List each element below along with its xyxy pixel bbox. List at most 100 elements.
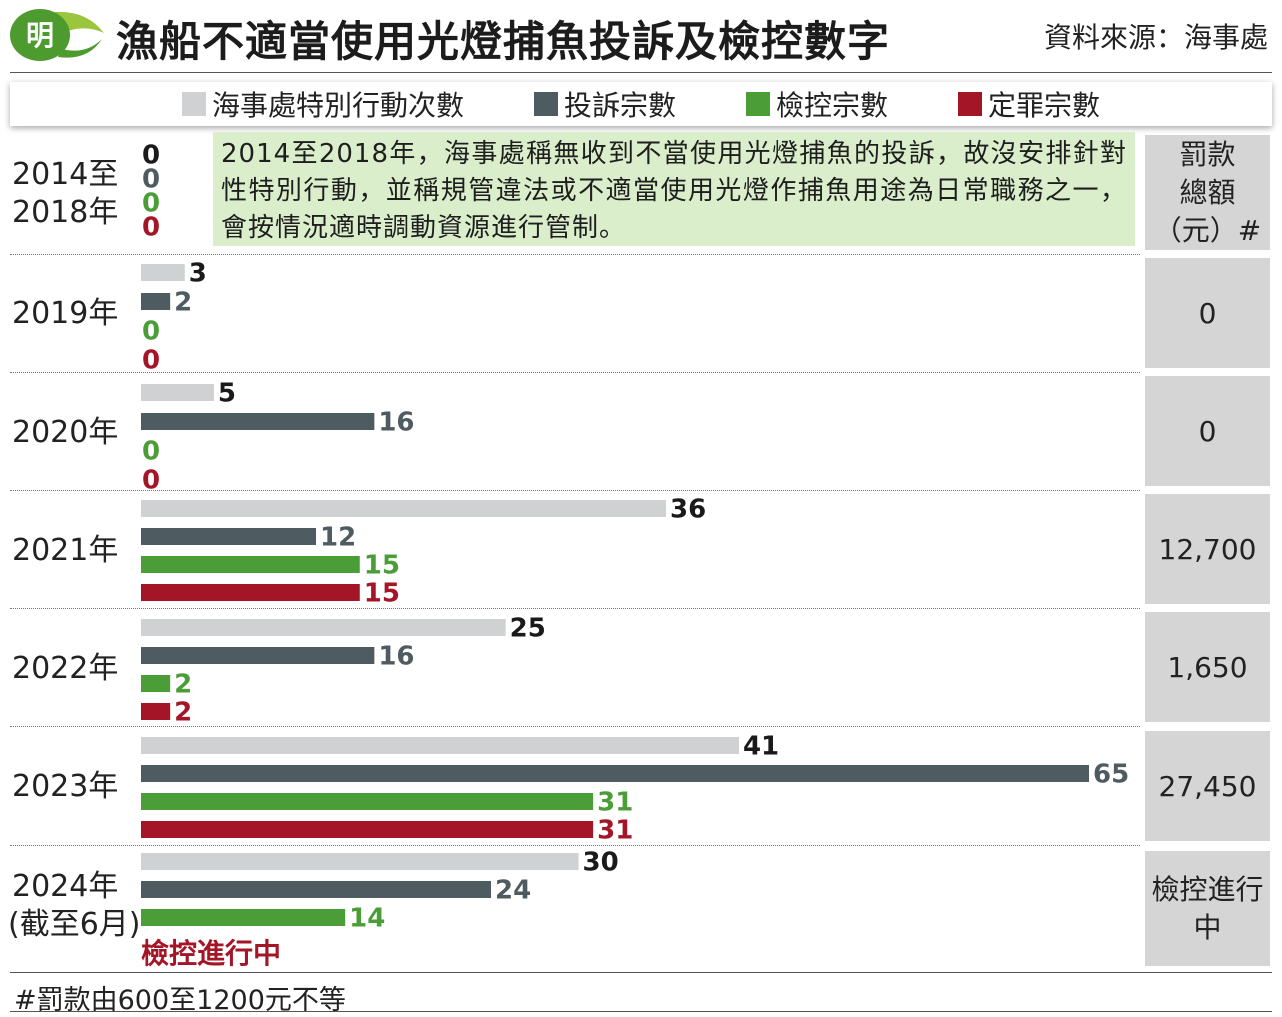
value-label-special-ops-2020: 5 <box>218 379 236 409</box>
row-separator <box>10 490 1140 491</box>
logo-tail <box>58 39 102 58</box>
value-label-prosecutions-2021: 15 <box>364 551 400 581</box>
fine-header-line3: （元）# <box>1153 213 1262 247</box>
value-label-convictions-2020: 0 <box>142 466 160 496</box>
row-separator <box>10 726 1140 727</box>
legend-item-complaints: 投訴宗數 <box>533 84 676 124</box>
legend-swatch-complaints <box>533 92 558 116</box>
fine-cell-2024-text: 檢控進行中 <box>1151 872 1264 944</box>
year-label-2024: 2024年 (截至6月) <box>8 868 141 944</box>
value-label-complaints-2021: 12 <box>320 523 356 553</box>
bar-special-ops-2022 <box>141 619 506 636</box>
value-label-convictions-2023: 31 <box>597 816 633 846</box>
fine-cell-2019: 0 <box>1145 258 1270 368</box>
value-label-complaints-2023: 65 <box>1093 760 1129 790</box>
row-separator <box>10 254 1140 255</box>
bar-complaints-2019 <box>141 293 171 310</box>
bottom-rule-2 <box>10 1011 1272 1012</box>
legend-label-convictions: 定罪宗數 <box>988 89 1101 122</box>
legend-label-complaints: 投訴宗數 <box>563 89 676 122</box>
fine-cell-2020: 0 <box>1145 376 1270 486</box>
fine-cell-2022: 1,650 <box>1145 612 1270 722</box>
year-label-2021: 2021年 <box>12 533 119 568</box>
bar-complaints-2020 <box>141 413 375 430</box>
year-label-2014-2018-line1: 2014至 <box>12 157 119 192</box>
logo-char: 明 <box>26 19 54 52</box>
year-label-2023: 2023年 <box>12 769 119 804</box>
legend-item-prosecutions: 檢控宗數 <box>746 84 888 124</box>
value-label-convictions-2019: 0 <box>142 346 160 376</box>
legend-label-prosecutions: 檢控宗數 <box>776 89 889 122</box>
year-label-2014-2018-line2: 2018年 <box>12 195 119 230</box>
row-separator <box>10 372 1140 373</box>
legend-swatch-prosecutions <box>746 92 770 116</box>
bottom-rule <box>10 972 1272 973</box>
value-label-complaints-2024: 24 <box>495 876 531 906</box>
footnote: #罰款由600至1200元不等 <box>14 985 346 1016</box>
fine-cell-2021: 12,700 <box>1145 494 1270 604</box>
value-label-complaints-2019: 2 <box>174 288 192 318</box>
bar-special-ops-2024 <box>141 853 579 870</box>
chart-title: 漁船不適當使用光燈捕魚投訴及檢控數字 <box>116 17 891 66</box>
year-label-2014-2018: 2014至 2018年 <box>12 156 137 232</box>
year-label-2022: 2022年 <box>12 651 119 686</box>
value-label-prosecutions-2022: 2 <box>174 670 192 700</box>
value-label-special-ops-2023: 41 <box>743 732 779 762</box>
legend-item-convictions: 定罪宗數 <box>958 84 1100 124</box>
value-label-prosecutions-2019: 0 <box>142 317 160 347</box>
value-label-special-ops-2024: 30 <box>583 848 619 878</box>
value-label-prosecutions-2024: 14 <box>349 904 385 934</box>
value-label-prosecutions-2023: 31 <box>597 788 633 818</box>
value-label-special-ops-2021: 36 <box>670 495 706 525</box>
fine-header: 罰款 總額 （元）# <box>1145 135 1270 250</box>
row-separator <box>10 608 1140 609</box>
bar-complaints-2022 <box>141 647 375 664</box>
value-label-convictions-2022: 2 <box>174 698 192 728</box>
bar-convictions-2021 <box>141 584 360 601</box>
convictions-pending-label: 檢控進行中 <box>141 937 282 970</box>
value-label-complaints-2014-2018: 0 <box>142 165 160 195</box>
bar-special-ops-2021 <box>141 500 667 517</box>
value-label-special-ops-2014-2018: 0 <box>142 141 160 171</box>
bar-special-ops-2019 <box>141 264 185 281</box>
value-label-special-ops-2022: 25 <box>510 614 546 644</box>
legend-swatch-convictions <box>958 92 983 116</box>
legend-swatch-special-ops <box>181 92 206 116</box>
value-label-convictions-2021: 15 <box>364 579 400 609</box>
note-box: 2014至2018年，海事處稱無收到不當使用光燈捕魚的投訴，故沒安排針對性特別行… <box>213 132 1135 246</box>
bar-complaints-2023 <box>141 765 1089 782</box>
bar-complaints-2024 <box>141 881 492 898</box>
value-label-complaints-2022: 16 <box>378 642 414 672</box>
fine-header-line1: 罰款 <box>1179 137 1236 171</box>
bar-convictions-2022 <box>141 703 171 720</box>
bar-prosecutions-2023 <box>141 793 594 810</box>
row-separator <box>10 845 1140 846</box>
bar-prosecutions-2022 <box>141 675 171 692</box>
legend: 海事處特別行動次數 投訴宗數 檢控宗數 定罪宗數 <box>10 82 1272 126</box>
bar-convictions-2023 <box>141 821 594 838</box>
logo-badge <box>10 9 70 61</box>
bar-prosecutions-2021 <box>141 556 360 573</box>
fine-cell-2024: 檢控進行中 <box>1145 851 1270 966</box>
legend-item-special-ops: 海事處特別行動次數 <box>181 84 464 124</box>
value-label-prosecutions-2014-2018: 0 <box>142 189 160 219</box>
bar-special-ops-2020 <box>141 384 214 401</box>
year-label-2019: 2019年 <box>12 296 119 331</box>
year-label-2020: 2020年 <box>12 415 119 450</box>
value-label-convictions-2014-2018: 0 <box>142 213 160 243</box>
value-label-special-ops-2019: 3 <box>189 259 207 289</box>
bar-special-ops-2023 <box>141 737 739 754</box>
legend-label-special-ops: 海事處特別行動次數 <box>211 89 464 122</box>
year-label-2024-line2: (截至6月) <box>8 907 141 942</box>
fine-header-line2: 總額 <box>1179 175 1236 209</box>
value-label-complaints-2020: 16 <box>378 408 414 438</box>
bar-complaints-2021 <box>141 528 317 545</box>
fine-cell-2023: 27,450 <box>1145 731 1270 841</box>
source-note: 資料來源：海事處 <box>1043 21 1268 54</box>
value-label-prosecutions-2020: 0 <box>142 437 160 467</box>
ming-pao-logo: 明 <box>10 9 104 61</box>
top-rule <box>10 72 1272 73</box>
bar-prosecutions-2024 <box>141 909 346 926</box>
year-label-2024-line1: 2024年 <box>12 869 119 904</box>
